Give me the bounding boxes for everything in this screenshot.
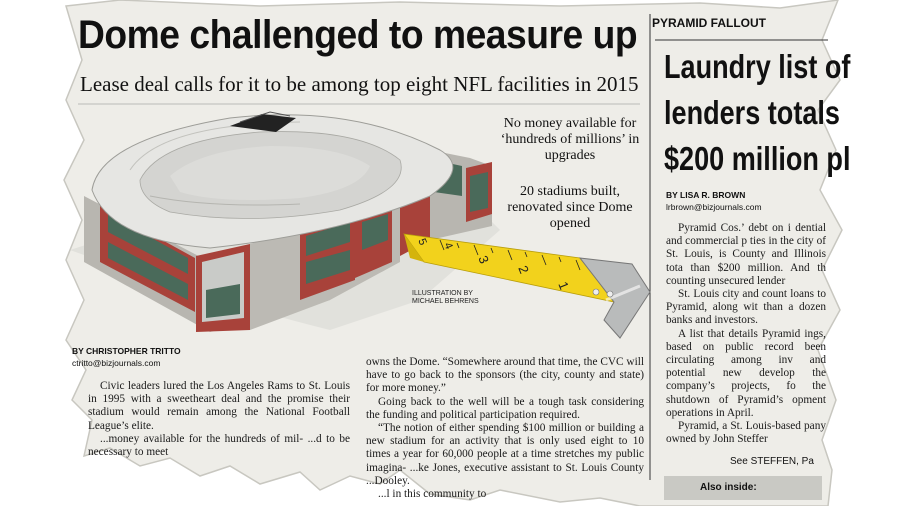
side-headline-line: $200 million pl <box>664 140 851 177</box>
also-inside-label: Also inside: <box>700 482 757 493</box>
side-story-column: Pyramid Cos.’ debt on i dential and comm… <box>666 222 826 446</box>
paragraph: “The notion of either spending $100 mill… <box>366 422 644 487</box>
main-byline-email: ctritto@bizjournals.com <box>72 358 161 368</box>
paragraph: A list that details Pyramid ings, based … <box>666 327 826 419</box>
illustration-credit-line: ILLUSTRATION BY <box>412 290 473 297</box>
main-headline: Dome challenged to measure up <box>78 13 638 57</box>
jump-line: See STEFFEN, Pa <box>730 456 814 467</box>
callout-stadiums: 20 stadiums built, renovated since Dome … <box>507 184 633 231</box>
main-byline: BY CHRISTOPHER TRITTO <box>72 346 181 356</box>
illustration-credit: ILLUSTRATION BY MICHAEL BEHRENS <box>412 290 479 306</box>
paragraph: ...money available for the hundreds of m… <box>88 432 350 459</box>
side-byline: BY LISA R. BROWN <box>666 190 746 200</box>
side-headline: Laundry list of lenders totals $200 mill… <box>664 44 850 182</box>
side-kicker: PYRAMID FALLOUT <box>652 16 766 30</box>
illustration-credit-line: MICHAEL BEHRENS <box>412 298 479 305</box>
stadium-illustration <box>70 111 500 332</box>
main-story-column-1: Civic leaders lured the Los Angeles Rams… <box>88 380 350 459</box>
side-byline-email: lrbrown@bizjournals.com <box>666 202 762 212</box>
paragraph: ...l in this community to <box>378 488 487 501</box>
paragraph: Going back to the well will be a tough t… <box>366 395 644 421</box>
also-inside-box <box>664 476 822 500</box>
paragraph: owns the Dome. “Somewhere around that ti… <box>366 356 644 395</box>
paragraph: St. Louis city and count loans to Pyrami… <box>666 288 826 327</box>
main-deck: Lease deal calls for it to be among top … <box>80 72 639 96</box>
tape-measure-illustration <box>403 233 651 339</box>
paragraph: Pyramid Cos.’ debt on i dential and comm… <box>666 222 826 287</box>
side-headline-line: Laundry list of <box>664 48 851 85</box>
paragraph: Civic leaders lured the Los Angeles Rams… <box>88 380 350 432</box>
main-story-column-2: owns the Dome. “Somewhere around that ti… <box>366 356 644 501</box>
side-headline-line: lenders totals <box>664 94 840 131</box>
paragraph: Pyramid, a St. Louis-based pany owned by… <box>666 420 826 446</box>
callout-upgrades: No money available for ‘hundreds of mill… <box>500 116 640 163</box>
